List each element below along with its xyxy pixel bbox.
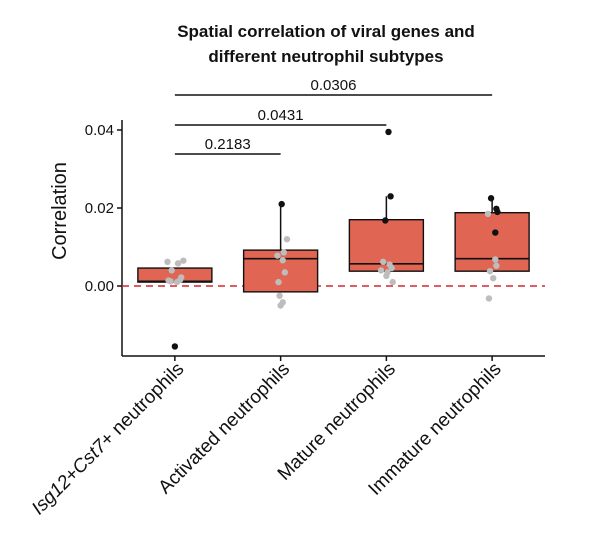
y-axis-label: Correlation: [49, 162, 71, 260]
data-point-black: [382, 217, 389, 224]
data-point-gray: [168, 267, 175, 274]
x-category-label: Mature neutrophils: [274, 359, 400, 485]
data-point-gray: [383, 272, 390, 280]
box: [242, 249, 319, 293]
data-point-gray: [274, 252, 281, 259]
data-point-gray: [279, 299, 286, 306]
data-point-gray: [281, 269, 289, 276]
data-point-gray: [280, 249, 287, 256]
chart-title-line-1: Spatial correlation of viral genes and: [177, 22, 475, 41]
data-point-black: [171, 343, 179, 350]
p-value-label: 0.0306: [311, 77, 357, 94]
data-point-gray: [489, 275, 497, 282]
data-point-gray: [176, 276, 184, 283]
data-point-gray: [485, 295, 493, 302]
data-point-gray: [380, 258, 387, 266]
data-point-black: [492, 229, 499, 236]
data-point-gray: [180, 257, 187, 264]
data-point-gray: [164, 258, 171, 266]
data-point-black: [487, 195, 495, 202]
data-point-gray: [493, 262, 500, 269]
data-point-gray: [174, 260, 182, 267]
box: [454, 211, 530, 272]
data-point-gray: [167, 278, 174, 285]
data-point-gray: [389, 278, 396, 286]
data-point-gray: [279, 257, 286, 264]
data-point-black: [385, 128, 392, 136]
data-point-black: [387, 193, 394, 200]
p-value-label: 0.2183: [205, 136, 251, 153]
data-point-gray: [484, 210, 492, 218]
chart-title-line-2: different neutrophil subtypes: [208, 47, 443, 66]
y-tick-label: 0.02: [85, 200, 114, 217]
y-tick-label: 0.04: [85, 122, 114, 139]
data-point-black: [493, 205, 500, 212]
data-point-gray: [283, 236, 291, 243]
data-point-gray: [492, 256, 499, 263]
data-point-gray: [388, 264, 395, 272]
y-tick-label: 0.00: [85, 278, 114, 295]
category-label-part: + neutrophils: [96, 359, 188, 451]
data-point-gray: [276, 292, 283, 299]
x-category-label: Isg12+Cst7+ neutrophils: [28, 359, 189, 520]
p-value-label: 0.0431: [258, 107, 304, 124]
data-point-gray: [275, 278, 282, 286]
data-point-gray: [377, 267, 385, 274]
data-point-black: [278, 200, 285, 208]
data-point-gray: [486, 267, 494, 275]
category-label-part: Mature neutrophils: [274, 359, 400, 485]
